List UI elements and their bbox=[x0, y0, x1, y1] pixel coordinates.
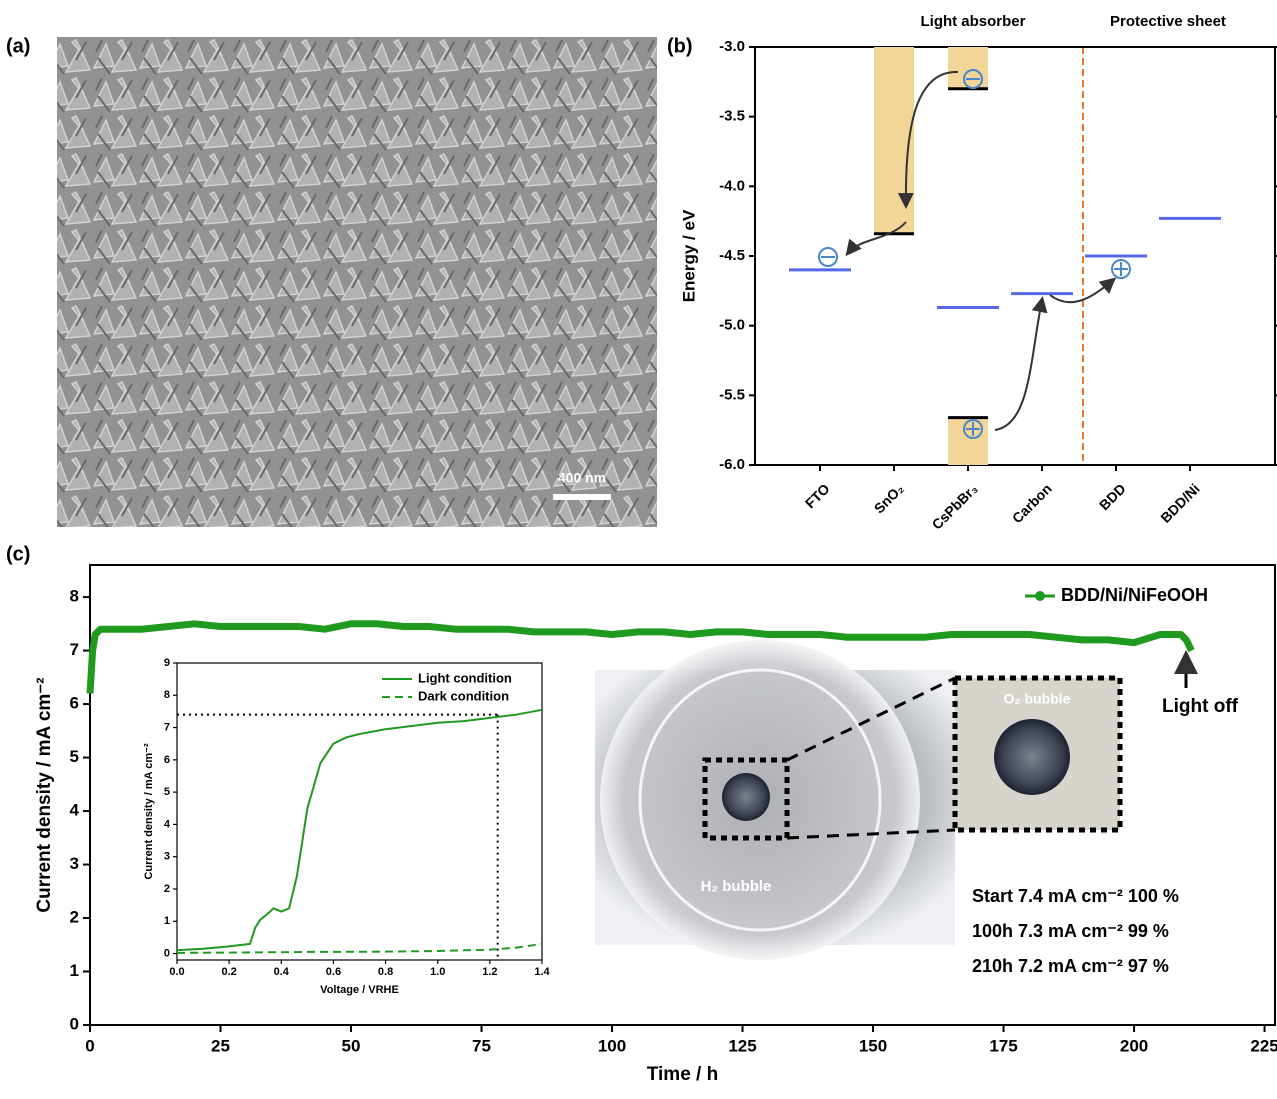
x-tick-label: 150 bbox=[859, 1036, 887, 1055]
x-tick-label: 225 bbox=[1250, 1036, 1277, 1055]
y-tick-label: 7 bbox=[164, 721, 170, 733]
x-tick-label: 100 bbox=[598, 1036, 626, 1055]
y-tick-label: -5.5 bbox=[719, 386, 745, 403]
x-tick-label: 0.4 bbox=[274, 966, 290, 978]
x-tick-label: FTO bbox=[802, 480, 833, 511]
axis-frame bbox=[177, 663, 542, 960]
x-tick-label: 0 bbox=[85, 1036, 94, 1055]
legend-label: Dark condition bbox=[418, 688, 509, 703]
y-tick-label: -4.0 bbox=[719, 177, 745, 194]
band-shade bbox=[874, 47, 914, 234]
y-tick-label: 4 bbox=[164, 818, 171, 830]
y-tick-label: -5.0 bbox=[719, 317, 745, 334]
y-tick-label: 2 bbox=[70, 908, 79, 927]
y-tick-label: -6.0 bbox=[719, 456, 745, 473]
x-tick-label: 200 bbox=[1120, 1036, 1148, 1055]
y-tick-label: -4.5 bbox=[719, 247, 745, 264]
legend-label: BDD/Ni/NiFeOOH bbox=[1061, 585, 1208, 605]
y-tick-label: 1 bbox=[70, 961, 79, 980]
x-tick-label: SnO₂ bbox=[871, 480, 907, 516]
y-tick-label: 5 bbox=[70, 747, 79, 766]
legend-marker bbox=[1035, 591, 1045, 601]
y-tick-label: 9 bbox=[164, 657, 170, 669]
y-tick-label: -3.0 bbox=[719, 38, 745, 55]
y-tick-label: 3 bbox=[70, 854, 79, 873]
x-axis-label: Time / h bbox=[647, 1064, 718, 1085]
y-tick-label: -3.5 bbox=[719, 108, 745, 125]
y-tick-label: 0 bbox=[164, 947, 170, 959]
photo-label: O₂ bubble bbox=[1004, 691, 1071, 707]
zoom-electrode bbox=[994, 719, 1070, 795]
x-tick-label: BDD/Ni bbox=[1157, 480, 1202, 525]
y-tick-label: 3 bbox=[164, 851, 170, 863]
y-tick-label: 8 bbox=[164, 689, 170, 701]
y-tick-label: 7 bbox=[70, 640, 79, 659]
y-axis-label: Energy / eV bbox=[679, 209, 698, 302]
stat-line: Start 7.4 mA cm⁻² 100 % bbox=[972, 886, 1179, 906]
stat-line: 100h 7.3 mA cm⁻² 99 % bbox=[972, 921, 1169, 941]
stat-line: 210h 7.2 mA cm⁻² 97 % bbox=[972, 956, 1169, 976]
x-tick-label: 50 bbox=[342, 1036, 361, 1055]
annotation: Light off bbox=[1162, 696, 1239, 717]
photo-electrode bbox=[722, 773, 770, 821]
y-tick-label: 8 bbox=[70, 587, 79, 606]
photo-label: H₂ bubble bbox=[701, 878, 772, 895]
x-tick-label: 0.6 bbox=[326, 966, 341, 978]
group-label: Light absorber bbox=[920, 13, 1025, 30]
sem-shade bbox=[57, 37, 657, 527]
x-tick-label: CsPbBr₃ bbox=[929, 480, 981, 532]
group-label: Protective sheet bbox=[1110, 13, 1226, 30]
y-tick-label: 6 bbox=[164, 754, 170, 766]
x-tick-label: 1.0 bbox=[430, 966, 445, 978]
panel-label: (a) bbox=[6, 35, 30, 57]
x-tick-label: 25 bbox=[211, 1036, 230, 1055]
x-tick-label: 75 bbox=[472, 1036, 491, 1055]
y-tick-label: 5 bbox=[164, 786, 170, 798]
x-tick-label: 1.2 bbox=[482, 966, 497, 978]
x-tick-label: Carbon bbox=[1009, 480, 1055, 526]
y-axis-label: Current density / mA cm⁻² bbox=[143, 743, 155, 880]
x-tick-label: 0.0 bbox=[169, 966, 184, 978]
x-tick-label: 125 bbox=[728, 1036, 756, 1055]
x-tick-label: 0.8 bbox=[378, 966, 393, 978]
scale-bar-label: 400 nm bbox=[558, 470, 606, 486]
y-tick-label: 2 bbox=[164, 883, 170, 895]
figure: (a) 400 nm (b) Light absorber Protective… bbox=[0, 0, 1277, 1094]
panel-label: (b) bbox=[667, 35, 693, 57]
y-tick-label: 1 bbox=[164, 915, 170, 927]
panel-label: (c) bbox=[6, 543, 30, 565]
x-tick-label: 1.4 bbox=[534, 966, 550, 978]
y-axis-label: Current density / mA cm⁻² bbox=[34, 677, 55, 912]
page: (a) 400 nm (b) Light absorber Protective… bbox=[0, 0, 1277, 1099]
x-tick-label: BDD bbox=[1096, 480, 1129, 513]
x-axis-label: Voltage / VRHE bbox=[320, 984, 399, 996]
y-tick-label: 4 bbox=[70, 801, 80, 820]
x-tick-label: 175 bbox=[989, 1036, 1017, 1055]
x-tick-label: 0.2 bbox=[221, 966, 236, 978]
legend-label: Light condition bbox=[418, 670, 512, 685]
y-tick-label: 0 bbox=[70, 1014, 79, 1033]
y-tick-label: 6 bbox=[70, 694, 79, 713]
